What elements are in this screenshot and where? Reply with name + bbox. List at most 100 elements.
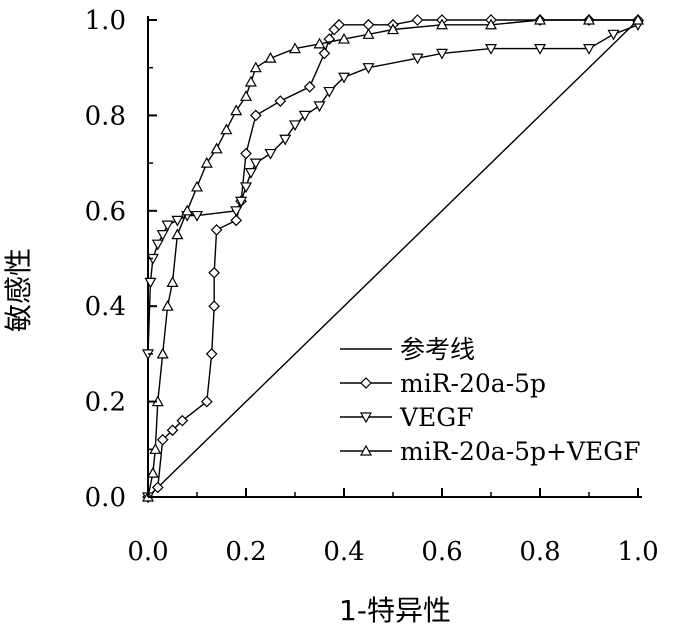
x-axis-title: 1-特异性 [339, 594, 451, 627]
data-point-triangle-down [323, 86, 336, 98]
data-point-triangle-up [230, 104, 243, 116]
data-point-triangle-up [210, 142, 223, 154]
data-point-triangle-up [386, 23, 400, 35]
data-point-diamond [208, 266, 220, 279]
data-point-triangle-up [146, 466, 159, 478]
data-point-triangle-up [220, 123, 233, 135]
data-point-triangle-up [181, 204, 194, 216]
data-point-triangle-down [239, 182, 253, 194]
data-point-triangle-down [411, 53, 424, 65]
data-point-triangle-down [607, 29, 620, 41]
data-point-triangle-down [298, 110, 311, 122]
data-point-diamond [200, 395, 213, 408]
data-point-diamond [230, 214, 243, 227]
legend-label: 参考线 [400, 335, 475, 364]
data-point-diamond [205, 348, 218, 360]
legend-item: VEGF [340, 403, 474, 432]
series-line [147, 19, 638, 498]
data-point-triangle-down [190, 210, 204, 222]
series-3 [141, 13, 645, 502]
data-point-diamond [303, 80, 316, 93]
data-point-triangle-up [156, 347, 169, 359]
legend-item: miR-20a-5p [340, 369, 546, 398]
series-layer [141, 13, 645, 504]
data-point-diamond [360, 377, 372, 389]
reference-line-layer [147, 19, 639, 498]
data-point-triangle-down [264, 148, 277, 160]
x-tick-label: 0.2 [225, 537, 266, 567]
data-point-triangle-down [249, 158, 262, 170]
x-tick-label: 0.8 [519, 537, 560, 567]
data-point-triangle-up [244, 75, 257, 87]
data-point-triangle-down [313, 101, 326, 113]
x-tick-label: 1.0 [617, 537, 658, 567]
data-point-triangle-up [288, 42, 302, 54]
x-tick-label: 0.6 [421, 537, 462, 567]
data-point-triangle-up [161, 299, 174, 311]
y-tick-label: 0.8 [85, 101, 126, 131]
data-point-triangle-up [313, 37, 326, 49]
y-tick-label: 0.4 [85, 292, 126, 322]
data-point-triangle-up [166, 276, 179, 287]
data-point-triangle-up [200, 156, 213, 168]
y-tick-label: 0.6 [85, 197, 126, 227]
legend-item: miR-20a-5p+VEGF [340, 437, 641, 466]
data-point-triangle-up [631, 13, 645, 25]
data-point-triangle-down [582, 44, 596, 55]
legend-label: miR-20a-5p+VEGF [400, 437, 641, 466]
series-1 [142, 14, 644, 503]
legend: 参考线 miR-20a-5p VEGF miR-20a-5p+VEGF [340, 335, 641, 466]
data-point-triangle-down [151, 239, 164, 251]
data-point-triangle-up [337, 32, 351, 44]
data-point-diamond [274, 95, 287, 107]
data-point-triangle-down [235, 196, 248, 208]
data-point-triangle-down [171, 215, 184, 227]
data-point-triangle-down [156, 230, 169, 241]
data-point-triangle-down [484, 44, 498, 55]
y-axis-ticks: 0.0 0.2 0.4 0.6 0.8 1.0 [85, 6, 157, 513]
legend-item: 参考线 [340, 335, 475, 364]
x-tick-label: 0.0 [127, 537, 168, 567]
data-point-triangle-up [435, 18, 449, 30]
y-axis-title: 敏感性 [2, 248, 35, 332]
data-point-diamond [333, 18, 345, 31]
data-point-triangle-up [359, 444, 373, 456]
x-axis-ticks: 0.0 0.2 0.4 0.6 0.8 1.0 [127, 488, 659, 567]
data-point-triangle-up [484, 18, 498, 30]
y-tick-label: 0.2 [85, 388, 126, 418]
data-point-triangle-up [239, 90, 253, 101]
data-point-diamond [318, 47, 331, 60]
data-point-diamond [166, 424, 179, 437]
data-point-triangle-down [161, 220, 174, 232]
data-point-triangle-down [337, 72, 351, 84]
series-0 [147, 19, 639, 498]
y-tick-label: 0.0 [85, 483, 126, 513]
data-point-triangle-up [171, 228, 184, 240]
data-point-triangle-down [362, 63, 375, 74]
data-point-diamond [249, 109, 262, 122]
data-point-triangle-down [435, 48, 449, 60]
data-point-diamond [156, 433, 169, 446]
data-point-diamond [176, 414, 189, 427]
series-line [147, 19, 638, 498]
data-point-triangle-down [144, 277, 157, 289]
data-point-triangle-down [533, 44, 547, 55]
data-point-diamond [240, 147, 252, 160]
data-point-diamond [210, 224, 223, 236]
data-point-diamond [208, 300, 220, 313]
data-point-triangle-up [582, 13, 596, 25]
data-point-triangle-down [244, 168, 257, 179]
data-point-triangle-down [288, 120, 302, 132]
data-point-triangle-up [533, 13, 547, 25]
data-point-triangle-down [359, 412, 373, 424]
data-point-triangle-down [279, 134, 292, 146]
data-point-diamond [411, 14, 424, 26]
data-point-triangle-up [264, 51, 277, 63]
data-point-triangle-up [249, 61, 262, 73]
legend-label: miR-20a-5p [400, 369, 546, 398]
x-tick-label: 0.4 [323, 537, 364, 567]
data-point-triangle-down [230, 206, 243, 218]
data-point-triangle-up [362, 28, 375, 39]
reference-line [147, 19, 639, 498]
